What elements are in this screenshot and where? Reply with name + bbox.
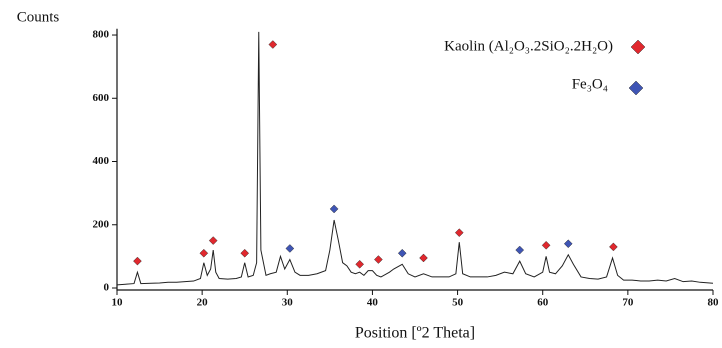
x-tick-label: 40 (367, 297, 379, 309)
peak-marker (133, 256, 142, 266)
y-axis-label: Counts (17, 9, 60, 25)
y-tick-label: 200 (93, 218, 110, 230)
legend-label: Kaolin (Al₂O₃.2SiO₂.2H₂O) (444, 38, 613, 54)
x-tick-label: 10 (112, 297, 124, 309)
legend-swatch (630, 39, 646, 55)
peak-marker (541, 240, 551, 250)
peak-marker (240, 248, 250, 258)
x-tick-label: 30 (282, 297, 294, 309)
peak-marker (374, 255, 383, 264)
peak-marker (199, 248, 209, 258)
y-tick-label: 0 (104, 282, 110, 294)
peak-marker (285, 244, 295, 253)
x-tick-label: 60 (537, 297, 549, 309)
legend-label: Fe₃O₄ (572, 76, 608, 92)
peak-marker (609, 242, 618, 252)
peak-marker (208, 236, 218, 245)
y-tick-label: 400 (93, 155, 110, 167)
peak-marker (515, 245, 525, 255)
xrd-trace (116, 31, 714, 286)
x-tick-label: 50 (452, 297, 464, 309)
x-tick-label: 80 (708, 297, 720, 309)
peak-marker (355, 259, 365, 269)
peak-marker (329, 204, 339, 214)
peak-marker (268, 40, 278, 49)
peak-marker (397, 248, 407, 258)
x-tick-label: 20 (197, 297, 209, 309)
legend-swatch (628, 80, 644, 96)
y-tick-label: 800 (93, 29, 110, 41)
x-axis-label: Position [º2 Theta] (355, 325, 475, 342)
x-tick-label: 70 (622, 297, 634, 309)
peak-marker (419, 253, 428, 263)
peak-marker (454, 228, 464, 238)
peak-marker (563, 239, 573, 249)
axes (116, 28, 713, 291)
y-tick-label: 600 (93, 92, 110, 104)
